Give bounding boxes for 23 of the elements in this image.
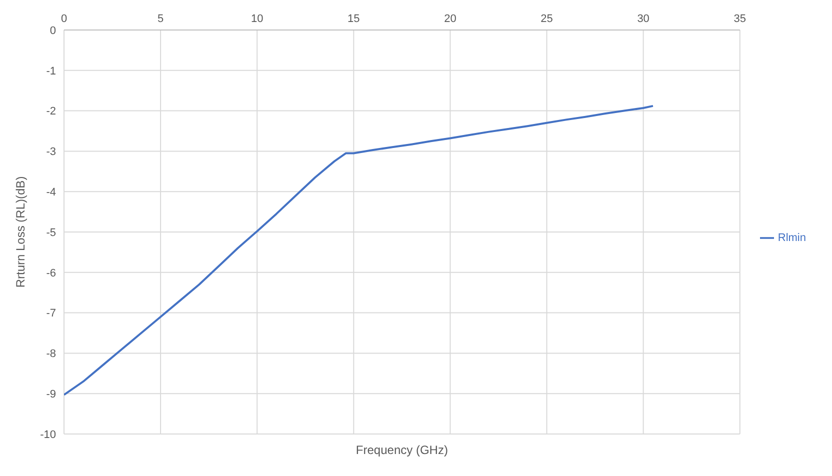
x-tick-label: 25 xyxy=(540,13,553,25)
x-tick-label: 10 xyxy=(250,13,264,25)
y-tick-label: -5 xyxy=(46,226,56,239)
x-tick-label: 15 xyxy=(348,13,360,25)
x-axis-title: Frequency (GHz) xyxy=(356,443,448,457)
y-axis-title: Rrturn Loss (RL)(dB) xyxy=(13,176,28,288)
x-tick-label: 5 xyxy=(157,13,164,25)
x-tick-label: 0 xyxy=(60,13,68,25)
y-tick-label: -3 xyxy=(46,146,56,158)
y-tick-label: -2 xyxy=(46,106,56,118)
y-tick-label: -9 xyxy=(46,388,56,401)
x-tick-label: 30 xyxy=(637,13,650,25)
line-series xyxy=(64,104,654,396)
y-tick-label: -1 xyxy=(46,65,56,78)
x-tick-label: 20 xyxy=(444,13,456,25)
x-tick-label: 35 xyxy=(734,13,746,25)
legend-label: Rlmin xyxy=(778,232,806,244)
y-tick-label: -6 xyxy=(46,267,56,280)
y-tick-label: 0 xyxy=(50,24,56,37)
y-tick-label: -10 xyxy=(40,428,56,441)
y-tick-label: -4 xyxy=(46,186,56,199)
y-tick-label: -7 xyxy=(46,308,56,320)
y-tick-label: -8 xyxy=(46,348,56,360)
